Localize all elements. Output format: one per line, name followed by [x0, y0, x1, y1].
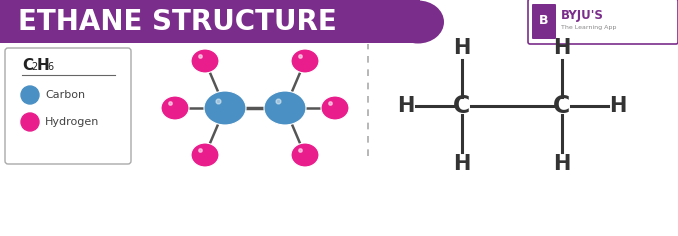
Ellipse shape — [204, 91, 246, 125]
Text: H: H — [610, 96, 626, 116]
Text: Carbon: Carbon — [45, 90, 85, 100]
Text: H: H — [454, 154, 471, 174]
Text: C: C — [454, 94, 471, 118]
Text: C: C — [22, 59, 33, 73]
Text: B: B — [539, 14, 549, 28]
Ellipse shape — [191, 143, 219, 167]
Text: 6: 6 — [47, 62, 53, 72]
Text: C: C — [553, 94, 571, 118]
Text: 2: 2 — [31, 62, 37, 72]
Circle shape — [21, 86, 39, 104]
Ellipse shape — [161, 96, 189, 120]
Ellipse shape — [264, 91, 306, 125]
Ellipse shape — [191, 49, 219, 73]
FancyBboxPatch shape — [528, 0, 678, 44]
Ellipse shape — [291, 49, 319, 73]
FancyBboxPatch shape — [5, 48, 131, 164]
Text: H: H — [553, 154, 571, 174]
Ellipse shape — [291, 143, 319, 167]
Text: BYJU'S: BYJU'S — [561, 9, 604, 22]
Circle shape — [21, 113, 39, 131]
FancyBboxPatch shape — [532, 4, 556, 39]
Text: The Learning App: The Learning App — [561, 25, 616, 30]
FancyBboxPatch shape — [0, 0, 420, 43]
Text: H: H — [397, 96, 415, 116]
Ellipse shape — [392, 0, 444, 43]
Text: ETHANE STRUCTURE: ETHANE STRUCTURE — [18, 8, 337, 36]
Ellipse shape — [321, 96, 349, 120]
Text: Hydrogen: Hydrogen — [45, 117, 100, 127]
Text: H: H — [37, 59, 49, 73]
Text: H: H — [553, 38, 571, 58]
Text: H: H — [454, 38, 471, 58]
